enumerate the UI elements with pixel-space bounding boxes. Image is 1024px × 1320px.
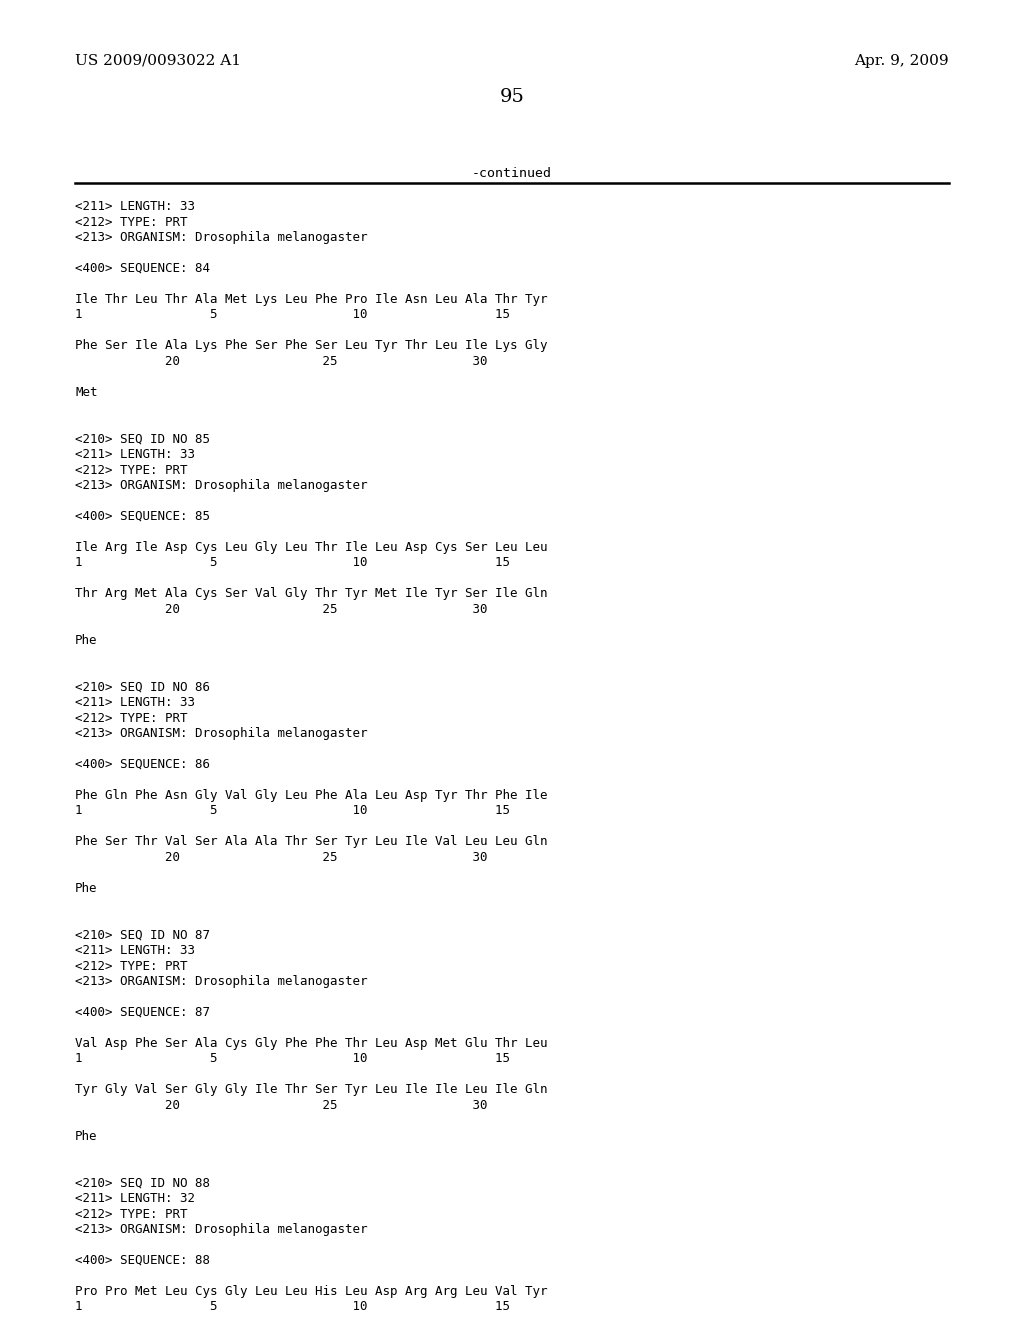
Text: 1                 5                  10                 15: 1 5 10 15 [75, 557, 510, 569]
Text: <210> SEQ ID NO 88: <210> SEQ ID NO 88 [75, 1176, 210, 1189]
Text: <213> ORGANISM: Drosophila melanogaster: <213> ORGANISM: Drosophila melanogaster [75, 975, 368, 987]
Text: Phe: Phe [75, 1130, 97, 1143]
Text: <211> LENGTH: 32: <211> LENGTH: 32 [75, 1192, 195, 1205]
Text: <212> TYPE: PRT: <212> TYPE: PRT [75, 1208, 187, 1221]
Text: <213> ORGANISM: Drosophila melanogaster: <213> ORGANISM: Drosophila melanogaster [75, 479, 368, 492]
Text: -continued: -continued [472, 168, 552, 180]
Text: <210> SEQ ID NO 85: <210> SEQ ID NO 85 [75, 433, 210, 446]
Text: <211> LENGTH: 33: <211> LENGTH: 33 [75, 447, 195, 461]
Text: <400> SEQUENCE: 87: <400> SEQUENCE: 87 [75, 1006, 210, 1019]
Text: <213> ORGANISM: Drosophila melanogaster: <213> ORGANISM: Drosophila melanogaster [75, 727, 368, 741]
Text: <400> SEQUENCE: 84: <400> SEQUENCE: 84 [75, 261, 210, 275]
Text: Phe: Phe [75, 882, 97, 895]
Text: Phe Ser Thr Val Ser Ala Ala Thr Ser Tyr Leu Ile Val Leu Leu Gln: Phe Ser Thr Val Ser Ala Ala Thr Ser Tyr … [75, 836, 548, 849]
Text: Thr Arg Met Ala Cys Ser Val Gly Thr Tyr Met Ile Tyr Ser Ile Gln: Thr Arg Met Ala Cys Ser Val Gly Thr Tyr … [75, 587, 548, 601]
Text: <212> TYPE: PRT: <212> TYPE: PRT [75, 960, 187, 973]
Text: <213> ORGANISM: Drosophila melanogaster: <213> ORGANISM: Drosophila melanogaster [75, 231, 368, 244]
Text: US 2009/0093022 A1: US 2009/0093022 A1 [75, 54, 241, 69]
Text: 20                   25                  30: 20 25 30 [75, 851, 487, 865]
Text: 1                 5                  10                 15: 1 5 10 15 [75, 1052, 510, 1065]
Text: 1                 5                  10                 15: 1 5 10 15 [75, 309, 510, 322]
Text: 1                 5                  10                 15: 1 5 10 15 [75, 804, 510, 817]
Text: Ile Thr Leu Thr Ala Met Lys Leu Phe Pro Ile Asn Leu Ala Thr Tyr: Ile Thr Leu Thr Ala Met Lys Leu Phe Pro … [75, 293, 548, 306]
Text: <212> TYPE: PRT: <212> TYPE: PRT [75, 463, 187, 477]
Text: <210> SEQ ID NO 86: <210> SEQ ID NO 86 [75, 681, 210, 693]
Text: Phe Ser Ile Ala Lys Phe Ser Phe Ser Leu Tyr Thr Leu Ile Lys Gly: Phe Ser Ile Ala Lys Phe Ser Phe Ser Leu … [75, 339, 548, 352]
Text: <211> LENGTH: 33: <211> LENGTH: 33 [75, 696, 195, 709]
Text: Apr. 9, 2009: Apr. 9, 2009 [854, 54, 949, 69]
Text: Met: Met [75, 385, 97, 399]
Text: <211> LENGTH: 33: <211> LENGTH: 33 [75, 201, 195, 213]
Text: 20                   25                  30: 20 25 30 [75, 1100, 487, 1111]
Text: Val Asp Phe Ser Ala Cys Gly Phe Phe Thr Leu Asp Met Glu Thr Leu: Val Asp Phe Ser Ala Cys Gly Phe Phe Thr … [75, 1038, 548, 1049]
Text: <400> SEQUENCE: 85: <400> SEQUENCE: 85 [75, 510, 210, 523]
Text: <210> SEQ ID NO 87: <210> SEQ ID NO 87 [75, 928, 210, 941]
Text: Pro Pro Met Leu Cys Gly Leu Leu His Leu Asp Arg Arg Leu Val Tyr: Pro Pro Met Leu Cys Gly Leu Leu His Leu … [75, 1284, 548, 1298]
Text: <400> SEQUENCE: 88: <400> SEQUENCE: 88 [75, 1254, 210, 1267]
Text: <213> ORGANISM: Drosophila melanogaster: <213> ORGANISM: Drosophila melanogaster [75, 1224, 368, 1236]
Text: <212> TYPE: PRT: <212> TYPE: PRT [75, 215, 187, 228]
Text: Phe Gln Phe Asn Gly Val Gly Leu Phe Ala Leu Asp Tyr Thr Phe Ile: Phe Gln Phe Asn Gly Val Gly Leu Phe Ala … [75, 789, 548, 803]
Text: Ile Arg Ile Asp Cys Leu Gly Leu Thr Ile Leu Asp Cys Ser Leu Leu: Ile Arg Ile Asp Cys Leu Gly Leu Thr Ile … [75, 541, 548, 554]
Text: Phe: Phe [75, 634, 97, 647]
Text: <400> SEQUENCE: 86: <400> SEQUENCE: 86 [75, 758, 210, 771]
Text: <211> LENGTH: 33: <211> LENGTH: 33 [75, 944, 195, 957]
Text: 20                   25                  30: 20 25 30 [75, 603, 487, 616]
Text: 95: 95 [500, 88, 524, 106]
Text: 1                 5                  10                 15: 1 5 10 15 [75, 1300, 510, 1313]
Text: 20                   25                  30: 20 25 30 [75, 355, 487, 368]
Text: <212> TYPE: PRT: <212> TYPE: PRT [75, 711, 187, 725]
Text: Tyr Gly Val Ser Gly Gly Ile Thr Ser Tyr Leu Ile Ile Leu Ile Gln: Tyr Gly Val Ser Gly Gly Ile Thr Ser Tyr … [75, 1084, 548, 1097]
